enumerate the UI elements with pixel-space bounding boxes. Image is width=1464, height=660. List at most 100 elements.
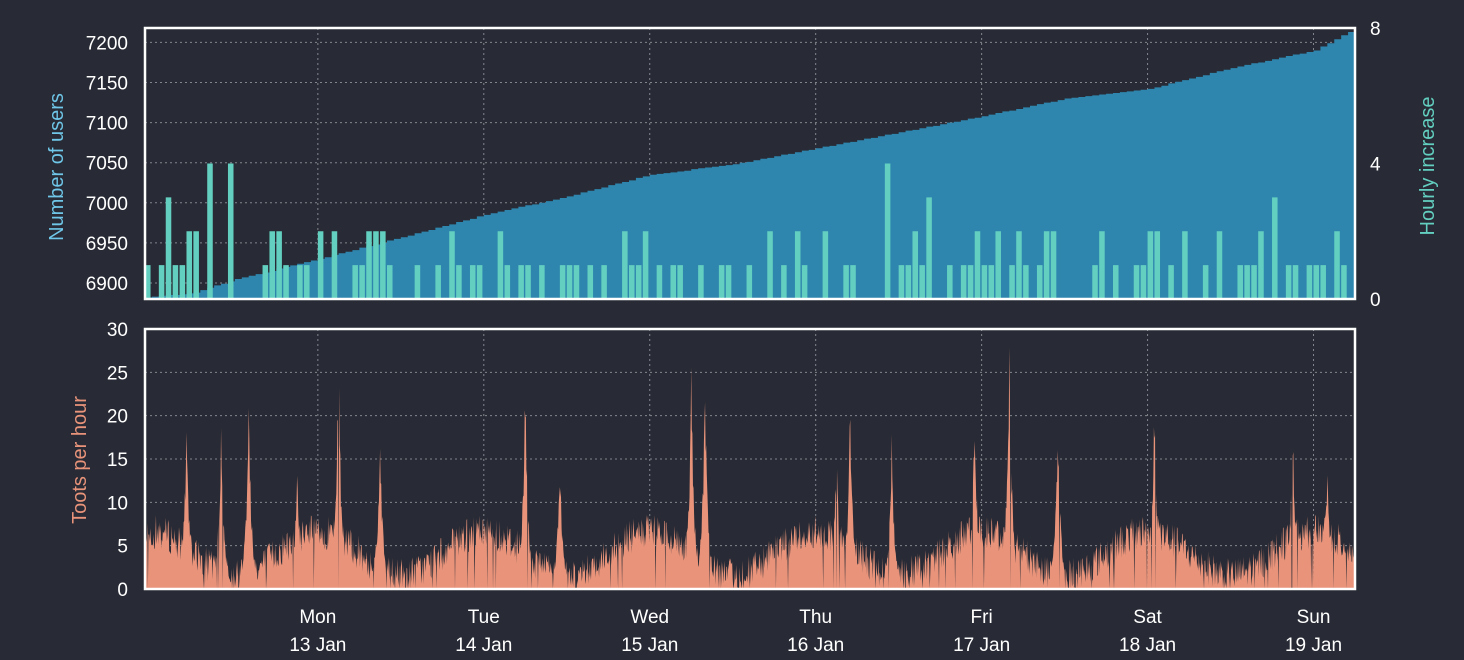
hourly-increase-bar bbox=[262, 265, 269, 299]
users-y-tick-label: 7200 bbox=[86, 33, 128, 54]
hourly-increase-bar bbox=[172, 265, 179, 299]
x-tick-date: 16 Jan bbox=[787, 635, 844, 656]
users-y-tick-label: 7050 bbox=[86, 154, 128, 175]
hourly-increase-bar bbox=[435, 265, 441, 299]
hourly-increase-bar bbox=[926, 197, 932, 299]
hourly-increase-bar bbox=[656, 265, 663, 299]
toots-panel: 0 5 10 15 20 25 30 Toots per hour bbox=[69, 320, 1357, 601]
hourly-increase-bar bbox=[317, 231, 324, 299]
hourly-increase-bar bbox=[179, 265, 186, 299]
hourly-increase-bar bbox=[1168, 265, 1174, 299]
x-tick-weekday: Mon bbox=[299, 607, 336, 628]
hourly-increase-bar bbox=[566, 265, 573, 299]
hourly-increase-bar bbox=[1258, 231, 1264, 299]
x-tick-weekday: Thu bbox=[799, 607, 832, 628]
hourly-increase-bar bbox=[1099, 231, 1105, 299]
users-y-tick-label: 6900 bbox=[86, 274, 128, 295]
hourly-increase-bar bbox=[718, 265, 725, 299]
hourly-increase-bar bbox=[1009, 265, 1015, 299]
hourly-increase-bar bbox=[1285, 265, 1292, 299]
x-tick-date: 18 Jan bbox=[1119, 635, 1176, 656]
hourly-increase-bar bbox=[1147, 231, 1154, 299]
hourly-increase-bar bbox=[981, 265, 988, 299]
hourly-increase-bar bbox=[366, 231, 372, 299]
users-y-tick-label: 7000 bbox=[86, 194, 128, 215]
hourly-y-tick-label: 8 bbox=[1370, 19, 1381, 40]
hourly-increase-bar bbox=[967, 265, 974, 299]
hourly-increase-bar bbox=[1092, 265, 1098, 299]
hourly-increase-bars bbox=[145, 163, 1347, 299]
hourly-increase-bar bbox=[1272, 197, 1278, 299]
hourly-increase-bar bbox=[587, 265, 594, 299]
hourly-increase-bar bbox=[497, 231, 504, 299]
hourly-increase-bar bbox=[1023, 265, 1029, 299]
toots-panel-frame bbox=[143, 327, 1357, 591]
toots-y-tick-label: 20 bbox=[107, 407, 128, 428]
x-tick-date: 15 Jan bbox=[621, 635, 678, 656]
hourly-increase-bar bbox=[884, 163, 891, 299]
users-y-tick-label: 7100 bbox=[86, 114, 128, 135]
hourly-increase-bar bbox=[158, 265, 165, 299]
x-tick-weekday: Sat bbox=[1133, 607, 1162, 628]
hourly-axis-title: Hourly increase bbox=[1417, 97, 1439, 236]
users-panel-frame bbox=[143, 26, 1357, 301]
hourly-increase-bar bbox=[746, 265, 753, 299]
hourly-increase-bar bbox=[1292, 265, 1299, 299]
hourly-increase-bar bbox=[1320, 265, 1326, 299]
hourly-increase-bar bbox=[145, 265, 151, 299]
users-y-ticks: 6900 6950 7000 7050 7100 7150 7200 bbox=[86, 33, 128, 295]
hourly-increase-bar bbox=[476, 265, 483, 299]
hourly-increase-bar bbox=[304, 265, 310, 299]
x-tick-date: 19 Jan bbox=[1285, 635, 1342, 656]
hourly-increase-bar bbox=[850, 265, 856, 299]
hourly-increase-bar bbox=[186, 231, 193, 299]
hourly-increase-bar bbox=[898, 265, 905, 299]
hourly-increase-bar bbox=[601, 265, 607, 299]
hourly-increase-bar bbox=[974, 231, 981, 299]
hourly-increase-bar bbox=[1016, 231, 1022, 299]
hourly-increase-bar bbox=[525, 265, 531, 299]
hourly-y-ticks: 0 4 8 bbox=[1370, 19, 1381, 311]
hourly-increase-bar bbox=[1140, 265, 1147, 299]
hourly-increase-bar bbox=[1182, 231, 1188, 299]
hourly-increase-bar bbox=[622, 231, 628, 299]
hourly-increase-bar bbox=[988, 265, 995, 299]
hourly-increase-bar bbox=[539, 265, 545, 299]
hourly-increase-bar bbox=[822, 231, 829, 299]
hourly-increase-bar bbox=[297, 265, 303, 299]
hourly-increase-bar bbox=[373, 231, 379, 299]
toots-y-tick-label: 10 bbox=[107, 493, 128, 514]
hourly-increase-bar bbox=[269, 231, 275, 299]
hourly-increase-bar bbox=[469, 265, 476, 299]
x-tick-weekday: Tue bbox=[468, 607, 500, 628]
toots-area bbox=[145, 347, 1355, 589]
hourly-increase-bar bbox=[670, 265, 677, 299]
hourly-increase-bar bbox=[387, 265, 393, 299]
hourly-increase-bar bbox=[380, 231, 386, 299]
hourly-increase-bar bbox=[193, 231, 199, 299]
hourly-increase-bar bbox=[1133, 265, 1140, 299]
toots-y-ticks: 0 5 10 15 20 25 30 bbox=[107, 320, 128, 601]
toots-y-tick-label: 25 bbox=[107, 363, 128, 384]
hourly-increase-bar bbox=[1306, 265, 1313, 299]
hourly-increase-bar bbox=[283, 265, 289, 299]
hourly-increase-bar bbox=[165, 197, 172, 299]
x-tick-date: 17 Jan bbox=[953, 635, 1010, 656]
hourly-increase-bar bbox=[1043, 231, 1050, 299]
hourly-increase-bar bbox=[1244, 265, 1250, 299]
hourly-increase-bar bbox=[794, 231, 801, 299]
hourly-increase-bar bbox=[1237, 265, 1243, 299]
toots-y-tick-label: 0 bbox=[117, 580, 128, 601]
hourly-increase-bar bbox=[1036, 265, 1043, 299]
hourly-increase-bar bbox=[1216, 231, 1223, 299]
hourly-increase-bar bbox=[1251, 265, 1257, 299]
x-tick-date: 14 Jan bbox=[455, 635, 512, 656]
hourly-increase-bar bbox=[1050, 231, 1057, 299]
hourly-increase-bar bbox=[276, 231, 282, 299]
hourly-increase-bar bbox=[919, 265, 925, 299]
users-y-tick-label: 6950 bbox=[86, 234, 128, 255]
hourly-increase-bar bbox=[767, 231, 773, 299]
users-y-tick-label: 7150 bbox=[86, 74, 128, 95]
hourly-increase-bar bbox=[947, 265, 953, 299]
